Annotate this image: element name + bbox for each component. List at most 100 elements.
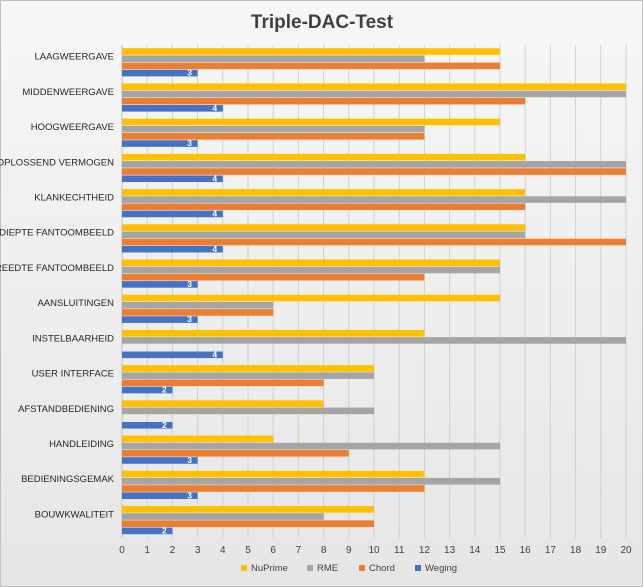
bar-chord bbox=[122, 379, 324, 387]
bar-rme bbox=[122, 125, 425, 133]
x-tick-label: 13 bbox=[444, 545, 456, 556]
bar-rme bbox=[122, 407, 374, 415]
bar-weging bbox=[122, 527, 173, 535]
data-label: 4 bbox=[212, 209, 217, 219]
data-label: 3 bbox=[187, 68, 192, 78]
x-tick-labels: 0 1 2 3 4 5 6 7 8 9 10 11 12 13 14 15 16 17 18 19 20 bbox=[119, 545, 632, 556]
x-tick-label: 0 bbox=[119, 545, 125, 556]
x-tick-label: 15 bbox=[494, 545, 506, 556]
bar-weging bbox=[122, 457, 198, 464]
x-tick-label: 17 bbox=[545, 545, 557, 556]
bar-weging bbox=[122, 316, 198, 323]
bar-rme bbox=[122, 55, 425, 63]
bar-nuprime bbox=[122, 48, 500, 55]
data-label: 3 bbox=[187, 490, 192, 500]
category-label: DIEPTE FANTOOMBEELD bbox=[0, 228, 114, 239]
bar-chord bbox=[122, 309, 274, 316]
bar-rme bbox=[122, 196, 626, 203]
x-tick-label: 6 bbox=[270, 545, 276, 556]
legend-swatch bbox=[307, 565, 313, 571]
bar-weging bbox=[122, 351, 223, 359]
bar-chord bbox=[122, 133, 425, 140]
x-tick-label: 20 bbox=[620, 545, 632, 556]
bar-nuprime bbox=[122, 365, 374, 372]
bar-chord bbox=[122, 168, 626, 175]
legend-label: Weging bbox=[425, 563, 457, 574]
bar-nuprime bbox=[122, 400, 324, 407]
category-label: BREEDTE FANTOOMBEELD bbox=[0, 263, 114, 274]
x-tick-label: 11 bbox=[394, 545, 405, 556]
x-tick-label: 12 bbox=[419, 545, 431, 556]
bar-chord bbox=[122, 273, 425, 281]
x-tick-label: 1 bbox=[144, 545, 150, 556]
category-label: USER INTERFACE bbox=[32, 369, 114, 380]
bar-nuprime bbox=[122, 83, 626, 91]
bar-rme bbox=[122, 513, 324, 520]
bar-weging bbox=[122, 175, 223, 183]
legend-label: RME bbox=[317, 563, 338, 574]
category-label: OPLOSSEND VERMOGEN bbox=[0, 157, 114, 168]
x-tick-label: 14 bbox=[469, 545, 481, 556]
x-tick-label: 4 bbox=[220, 545, 226, 556]
category-label: INSTELBAARHEID bbox=[32, 333, 114, 344]
data-label: 2 bbox=[162, 525, 167, 535]
bar-nuprime bbox=[122, 259, 500, 267]
bar-chord bbox=[122, 62, 500, 70]
bar-nuprime bbox=[122, 505, 374, 513]
bar-rme bbox=[122, 372, 374, 379]
category-label: HANDLEIDING bbox=[49, 439, 114, 450]
category-label: BOUWKWALITEIT bbox=[35, 509, 115, 520]
bar-nuprime bbox=[122, 294, 500, 302]
category-label: BEDIENINGSGEMAK bbox=[21, 474, 115, 485]
bar-rme bbox=[122, 161, 626, 168]
bar-chord bbox=[122, 97, 526, 105]
bar-nuprime bbox=[122, 189, 526, 196]
x-tick-label: 2 bbox=[170, 545, 176, 556]
category-label: KLANKECHTHEID bbox=[34, 192, 114, 203]
x-tick-label: 16 bbox=[520, 545, 532, 556]
legend: NuPrime RME Chord Weging bbox=[241, 563, 457, 574]
x-tick-label: 18 bbox=[570, 545, 582, 556]
x-tick-label: 5 bbox=[245, 545, 251, 556]
bar-chord bbox=[122, 238, 626, 246]
data-label: 3 bbox=[187, 455, 192, 465]
bars: 3 4 3 4 4 4 3 3 4 2 2 3 3 2 bbox=[122, 48, 626, 535]
bar-chord bbox=[122, 449, 349, 457]
category-label: AFSTANDBEDIENING bbox=[18, 404, 114, 415]
bar-rme bbox=[122, 266, 500, 274]
data-label: 2 bbox=[162, 420, 167, 430]
data-label: 3 bbox=[187, 138, 192, 148]
category-label: LAAGWEERGAVE bbox=[34, 52, 114, 63]
data-label: 4 bbox=[212, 244, 217, 254]
bar-weging bbox=[122, 210, 223, 218]
bar-weging bbox=[122, 386, 173, 394]
data-label: 2 bbox=[162, 385, 167, 395]
bar-weging bbox=[122, 245, 223, 253]
x-tick-label: 9 bbox=[346, 545, 352, 556]
bar-nuprime bbox=[122, 153, 526, 161]
bar-nuprime bbox=[122, 470, 425, 478]
bar-rme bbox=[122, 337, 626, 344]
x-tick-label: 3 bbox=[195, 545, 201, 556]
category-label: AANSLUITINGEN bbox=[37, 298, 114, 309]
bar-weging bbox=[122, 69, 198, 77]
bar-weging bbox=[122, 105, 223, 112]
chart-title: Triple-DAC-Test bbox=[251, 12, 394, 33]
bar-chord bbox=[122, 485, 425, 492]
x-tick-label: 10 bbox=[368, 545, 380, 556]
legend-swatch bbox=[359, 565, 365, 571]
bar-weging bbox=[122, 421, 173, 429]
bar-nuprime bbox=[122, 435, 274, 443]
legend-label: Chord bbox=[369, 563, 395, 574]
category-label: MIDDENWEERGAVE bbox=[22, 87, 114, 98]
category-label: HOOGWEERGAVE bbox=[31, 122, 114, 133]
legend-swatch bbox=[415, 565, 421, 571]
bar-rme bbox=[122, 90, 626, 98]
bar-nuprime bbox=[122, 118, 500, 126]
category-labels: LAAGWEERGAVE MIDDENWEERGAVE HOOGWEERGAVE OP… bbox=[0, 52, 115, 521]
data-label: 3 bbox=[187, 314, 192, 324]
bar-nuprime bbox=[122, 224, 526, 231]
bar-weging bbox=[122, 140, 198, 147]
data-label: 4 bbox=[212, 103, 217, 113]
x-tick-label: 19 bbox=[595, 545, 607, 556]
